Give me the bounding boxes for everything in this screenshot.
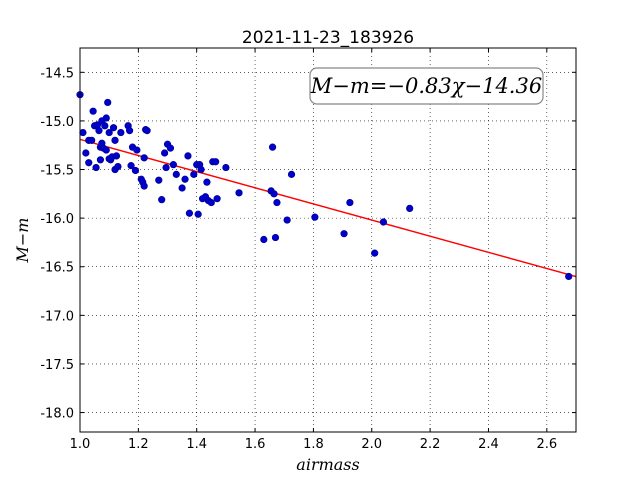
data-point [105,128,113,137]
data-point [82,149,90,157]
data-point [212,158,220,166]
y-tick-label: -17.5 [40,358,74,373]
y-axis-label: M−m [13,218,32,264]
data-point [92,163,100,172]
chart-title: 2021-11-23_183926 [242,28,414,48]
y-tick-label: -15.5 [40,164,74,179]
data-point [268,143,277,151]
data-point [155,176,163,184]
annotation-box [309,67,544,105]
fit-annotation: M−m=−0.83χ−14.36 [309,67,544,105]
x-axis-label: airmass [296,455,359,474]
fit-line [79,138,577,278]
fit-line-group [79,138,577,278]
x-tick-label: 1.8 [303,437,324,452]
data-point [140,182,148,190]
data-point [111,136,119,144]
data-point [89,107,97,115]
data-point [222,163,230,172]
data-point [194,210,202,218]
plot-frame [79,47,577,433]
data-point [203,178,211,186]
data-point [190,170,198,178]
data-point [406,204,414,213]
data-point [379,218,388,226]
y-tick-label: -18.0 [40,407,74,422]
data-point [102,114,110,122]
data-point [371,249,379,257]
data-point [172,170,180,178]
annotation-text: M−m=−0.83χ−14.36 [310,74,542,98]
x-tick-label: 2.4 [478,437,499,452]
x-tick-label: 2.0 [361,437,382,452]
data-point [169,161,177,169]
data-point [271,233,280,242]
data-point [143,127,151,135]
data-point [181,175,189,183]
data-point [235,189,243,197]
data-point [104,98,112,107]
data-point [109,124,118,132]
y-tick-label: -16.5 [40,261,74,276]
x-tick-label: 1.4 [186,437,207,452]
data-point [126,127,134,135]
y-tick-label: -17.0 [40,309,74,324]
x-tick-label: 2.6 [536,437,557,452]
data-point [184,152,192,160]
y-tick-label: -16.0 [40,212,74,227]
data-point [340,230,348,238]
data-point [185,209,194,217]
data-point [270,190,278,198]
data-point [162,163,170,172]
data-point [131,166,140,175]
data-point [95,127,103,135]
data-point [178,184,186,192]
gridlines [79,48,576,432]
x-axis-ticks: 1.0 1.2 1.4 1.6 1.8 2.0 2.2 2.4 2.6 [70,48,557,452]
data-point [117,128,125,137]
x-tick-label: 2.2 [420,437,441,452]
data-point [101,122,109,130]
data-point [133,146,141,154]
data-point [311,213,319,221]
data-point [85,159,93,167]
data-point [140,154,148,162]
data-point [102,146,110,154]
data-points [76,91,573,281]
data-point [213,195,221,203]
x-tick-label: 1.2 [128,437,149,452]
y-tick-label: -14.5 [40,66,74,81]
data-point [346,198,354,207]
data-point [112,152,121,160]
data-point [158,196,166,204]
data-point [96,156,105,164]
data-point [287,170,296,178]
data-point [114,163,122,171]
y-axis-ticks: -14.5 -15.0 -15.5 -16.0 -16.5 -17.0 -17.5 -18.0 [40,66,576,422]
data-point [197,165,205,174]
y-tick-label: -15.0 [40,115,74,130]
data-point [283,216,291,224]
data-point [273,198,281,207]
data-point [166,144,175,152]
data-point [565,272,573,281]
data-point [161,149,169,157]
data-point [127,162,135,170]
data-point [260,235,268,244]
x-tick-label: 1.6 [245,437,266,452]
data-point [207,198,215,207]
x-tick-label: 1.0 [70,437,91,452]
data-point [79,128,87,137]
data-point [88,136,96,144]
